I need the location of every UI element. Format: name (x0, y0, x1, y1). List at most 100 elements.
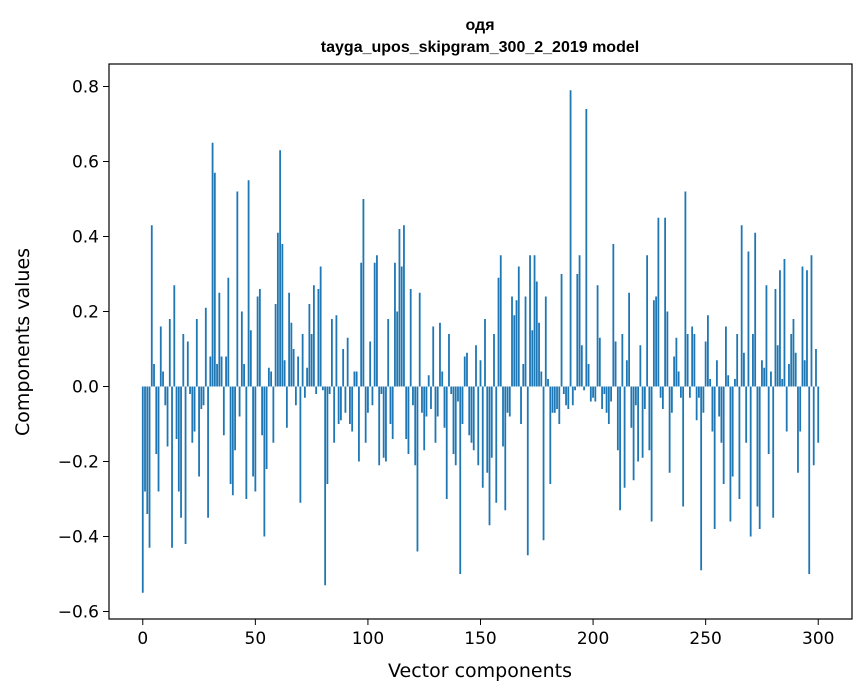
bar-160 (502, 386, 504, 447)
bar-73 (306, 367, 309, 387)
bar-170 (524, 296, 527, 387)
bar-28 (204, 307, 207, 387)
bar-34 (218, 292, 221, 387)
bar-208 (610, 386, 612, 402)
bar-95 (355, 371, 358, 387)
bar-109 (387, 319, 390, 387)
bar-221 (639, 345, 642, 387)
bar-159 (499, 255, 502, 387)
bar-171 (526, 386, 529, 556)
bar-12 (168, 319, 171, 387)
bar-178 (542, 386, 545, 541)
bar-264 (736, 334, 739, 387)
bar-153 (486, 386, 489, 473)
bar-21 (189, 386, 191, 394)
bar-133 (441, 371, 444, 387)
bar-137 (450, 386, 453, 394)
bar-143 (463, 356, 466, 387)
bar-254 (713, 386, 716, 529)
bar-212 (619, 386, 621, 511)
bar-253 (711, 386, 714, 432)
bar-84 (331, 319, 333, 387)
bar-259 (725, 326, 727, 387)
bar-294 (803, 360, 806, 387)
bar-79 (319, 266, 322, 387)
bar-215 (625, 360, 628, 387)
bar-172 (529, 255, 531, 387)
bar-198 (587, 364, 590, 387)
bar-122 (416, 386, 419, 552)
bar-155 (490, 386, 493, 458)
bar-58 (272, 386, 275, 443)
bar-278 (767, 386, 770, 454)
y-tick-label: −0.4 (58, 528, 99, 548)
bar-271 (752, 334, 754, 387)
bar-263 (734, 379, 736, 387)
bar-250 (704, 341, 707, 387)
bar-293 (801, 266, 804, 387)
bar-144 (466, 352, 468, 387)
bar-48 (249, 330, 252, 387)
bar-63 (283, 360, 286, 387)
bar-106 (380, 386, 383, 394)
bar-213 (621, 334, 624, 387)
bar-70 (299, 386, 302, 503)
bar-192 (574, 386, 576, 391)
bar-201 (594, 386, 597, 402)
x-tick-label: 200 (577, 629, 609, 649)
bar-187 (562, 386, 565, 394)
bar-17 (180, 386, 182, 518)
bar-194 (578, 255, 581, 387)
bar-195 (580, 345, 583, 387)
bar-265 (738, 386, 741, 499)
bar-296 (808, 386, 811, 574)
bar-111 (391, 386, 394, 439)
bar-131 (436, 386, 439, 417)
bar-205 (603, 386, 606, 394)
y-axis-label: Components values (12, 248, 34, 436)
bar-25 (198, 386, 200, 477)
bar-245 (693, 334, 696, 387)
bar-286 (785, 386, 788, 432)
bar-72 (303, 386, 306, 398)
bar-54 (263, 386, 266, 537)
bar-136 (448, 334, 450, 387)
bar-49 (252, 386, 254, 477)
bar-118 (407, 386, 410, 454)
x-tick-label: 100 (352, 629, 384, 649)
bar-124 (421, 386, 423, 413)
bar-196 (583, 386, 585, 391)
bar-30 (209, 356, 212, 387)
bar-165 (513, 315, 516, 387)
bar-289 (792, 319, 795, 387)
bar-68 (294, 386, 297, 406)
bar-104 (376, 255, 378, 387)
bar-129 (432, 326, 435, 387)
bar-260 (727, 375, 730, 387)
bar-240 (682, 386, 685, 507)
bar-228 (655, 296, 658, 387)
bar-185 (558, 386, 561, 424)
bar-9 (162, 371, 164, 387)
bar-300 (817, 386, 820, 443)
x-tick-label: 300 (802, 629, 834, 649)
bar-107 (382, 386, 385, 458)
bar-280 (772, 386, 775, 518)
bar-139 (454, 386, 457, 466)
bar-18 (182, 334, 185, 387)
bar-45 (243, 364, 245, 387)
bar-20 (186, 341, 189, 387)
bar-125 (423, 386, 426, 451)
bar-3 (148, 386, 151, 548)
bar-182 (551, 386, 554, 413)
y-tick-label: 0.0 (72, 378, 99, 398)
bar-243 (688, 386, 691, 398)
bar-261 (729, 386, 732, 522)
bar-145 (468, 386, 471, 436)
bar-207 (607, 386, 610, 424)
bar-218 (632, 386, 635, 481)
bar-41 (234, 386, 236, 451)
bar-235 (670, 386, 673, 413)
bar-197 (585, 109, 588, 387)
